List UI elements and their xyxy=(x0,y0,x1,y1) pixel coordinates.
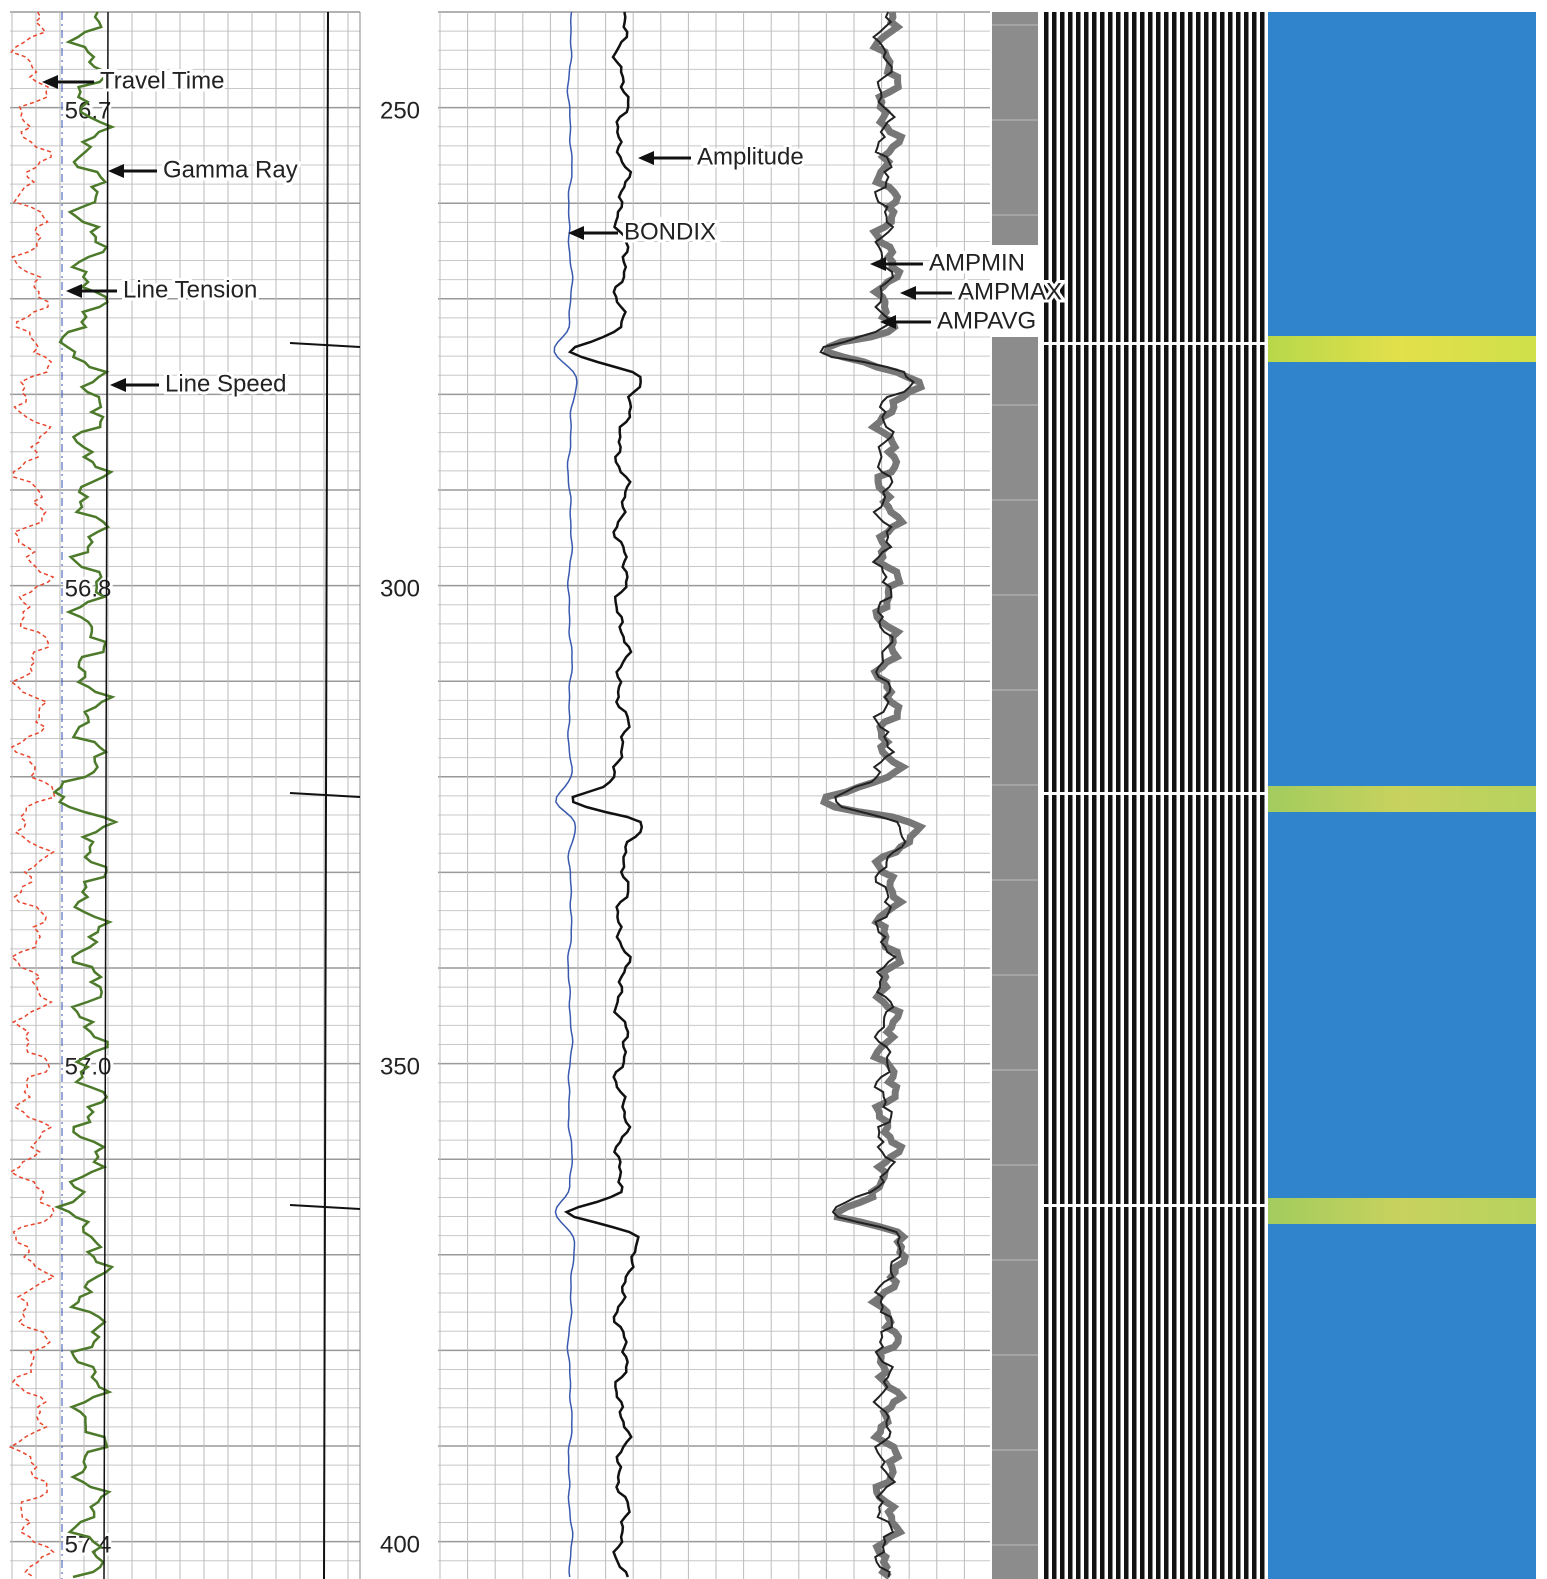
vdl-stripe xyxy=(1236,12,1241,1579)
depth-label: 400 xyxy=(380,1531,420,1558)
curve-label: Line Tension xyxy=(123,276,257,303)
curves xyxy=(8,11,927,1579)
vdl-stripe xyxy=(1204,12,1209,1579)
curve-label: BONDIX xyxy=(624,218,716,245)
vdl-stripe xyxy=(1164,12,1169,1579)
vdl-stripe xyxy=(1100,12,1105,1579)
arrow-head xyxy=(870,257,886,271)
curve-label: Gamma Ray xyxy=(163,156,298,183)
time-label: 56.8 xyxy=(65,575,112,602)
vdl-stripe xyxy=(1228,12,1233,1579)
vdl-stripe xyxy=(1156,12,1161,1579)
vdl-stripe xyxy=(1068,12,1073,1579)
gap xyxy=(992,245,1038,337)
vdl-stripe xyxy=(1108,12,1113,1579)
curve xyxy=(819,11,915,1578)
map-band xyxy=(1268,336,1536,362)
vdl-stripe xyxy=(1212,12,1217,1579)
marker xyxy=(289,792,361,798)
depth-label: 350 xyxy=(380,1053,420,1080)
annotations: Travel Time Gamma Ray Line Tension Line Spe… xyxy=(42,64,1065,400)
vdl-break xyxy=(1040,342,1265,345)
vdl-stripe xyxy=(1052,12,1057,1579)
marker xyxy=(289,1204,361,1210)
time-label: 56.7 xyxy=(65,97,112,124)
depth-label: 250 xyxy=(380,97,420,124)
curve-label: AMPMIN xyxy=(929,249,1025,276)
vdl-stripe xyxy=(1140,12,1145,1579)
arrow-head xyxy=(108,164,124,178)
curve-label: AMPMAX xyxy=(958,278,1062,305)
vdl-stripe xyxy=(1132,12,1137,1579)
curve xyxy=(52,11,119,1579)
line-speed xyxy=(103,11,109,1579)
vdl-stripe xyxy=(1172,12,1177,1579)
vdl-stripe xyxy=(1180,12,1185,1579)
map-band xyxy=(1268,1198,1536,1224)
vdl-stripe xyxy=(1084,12,1089,1579)
marker xyxy=(289,342,361,348)
curve-label: Amplitude xyxy=(697,143,804,170)
vdl-stripe xyxy=(1092,12,1097,1579)
vdl-stripe xyxy=(1116,12,1121,1579)
vdl-stripe xyxy=(1148,12,1153,1579)
vdl-stripe xyxy=(1044,12,1049,1579)
arrow-head xyxy=(568,226,584,240)
vdl-stripe xyxy=(1060,12,1065,1579)
vdl-stripe xyxy=(1196,12,1201,1579)
curve xyxy=(8,11,56,1578)
arrow-head xyxy=(110,378,126,392)
arrow-head xyxy=(638,151,654,165)
curve xyxy=(563,11,644,1578)
vdl-break xyxy=(1040,792,1265,795)
vdl-stripe xyxy=(1188,12,1193,1579)
vdl-stripe xyxy=(1124,12,1129,1579)
arrow-head xyxy=(880,315,896,329)
vdl-stripe xyxy=(1260,12,1265,1579)
curve-label: Line Speed xyxy=(165,370,286,397)
vdl-stripe xyxy=(1244,12,1249,1579)
arrow-head xyxy=(42,75,58,89)
vdl-stripe xyxy=(1220,12,1225,1579)
vdl-break xyxy=(1040,1204,1265,1207)
curve xyxy=(553,11,578,1578)
curve-label: AMPAVG xyxy=(937,307,1036,334)
arrow-head xyxy=(66,284,82,298)
depth-label: 300 xyxy=(380,575,420,602)
vdl-stripe xyxy=(1252,12,1257,1579)
vdl-stripe xyxy=(1076,12,1081,1579)
curve-label: Travel Time xyxy=(100,67,224,94)
map-band xyxy=(1268,786,1536,812)
arrow-head xyxy=(900,286,916,300)
